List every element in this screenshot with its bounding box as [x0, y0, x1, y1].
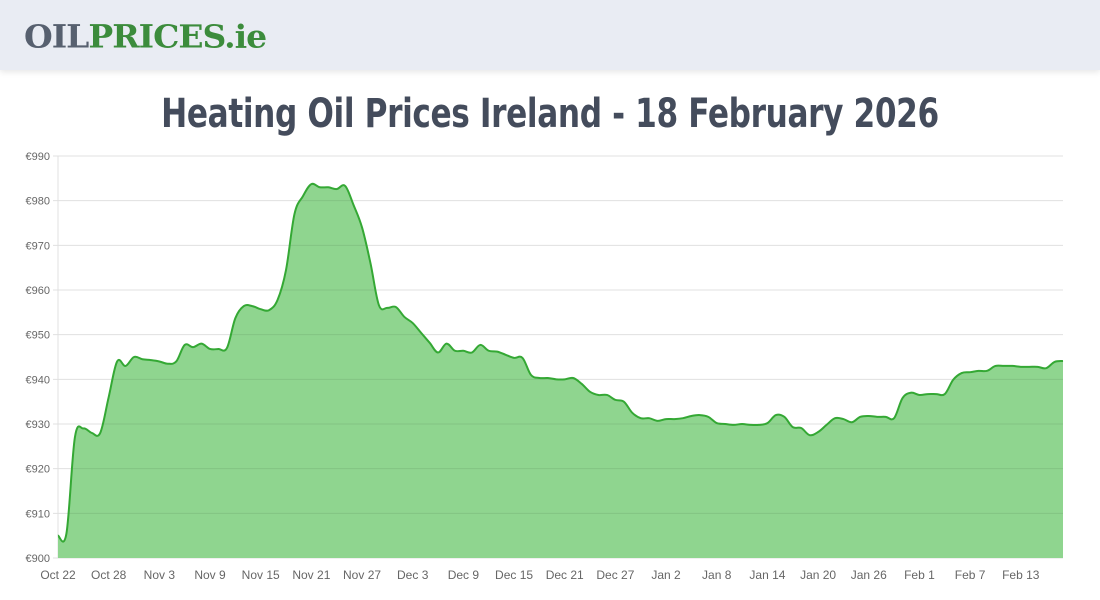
y-tick-label: €910 — [26, 508, 50, 520]
site-logo[interactable]: OILPRICES.ie — [24, 18, 267, 56]
x-tick-label: Jan 14 — [749, 568, 785, 582]
y-tick-label: €970 — [26, 240, 50, 252]
x-tick-label: Dec 21 — [546, 568, 584, 582]
x-tick-label: Nov 27 — [343, 568, 381, 582]
x-tick-label: Jan 20 — [800, 568, 836, 582]
price-area-fill — [58, 183, 1063, 559]
page-title: Heating Oil Prices Ireland - 18 February… — [161, 91, 939, 137]
y-tick-label: €930 — [26, 419, 50, 431]
y-tick-label: €940 — [26, 374, 50, 386]
x-tick-label: Dec 9 — [448, 568, 480, 582]
x-tick-label: Feb 13 — [1002, 568, 1040, 582]
x-tick-label: Dec 27 — [596, 568, 634, 582]
x-tick-label: Nov 9 — [194, 568, 226, 582]
logo-oil-text: OIL — [24, 18, 89, 56]
x-tick-label: Oct 28 — [91, 568, 127, 582]
x-axis: Oct 22 Oct 28 Nov 3 Nov 9 Nov 15 Nov 21 Nov 27… — [40, 568, 1039, 582]
y-axis: €900 €910 €920 €930 €940 €950 €960 €970 €980 €990 — [26, 151, 50, 565]
site-header: OILPRICES.ie — [0, 0, 1100, 70]
logo-prices-text: PRICES.ie — [88, 18, 267, 56]
x-tick-label: Jan 2 — [651, 568, 681, 582]
x-tick-label: Jan 26 — [851, 568, 887, 582]
x-tick-label: Nov 15 — [242, 568, 280, 582]
y-tick-label: €960 — [26, 285, 50, 297]
y-tick-label: €990 — [26, 151, 50, 163]
x-tick-label: Dec 3 — [397, 568, 429, 582]
x-tick-label: Nov 3 — [144, 568, 176, 582]
x-tick-label: Nov 21 — [292, 568, 330, 582]
y-tick-label: €950 — [26, 330, 50, 342]
y-tick-label: €900 — [26, 553, 50, 565]
x-tick-label: Feb 7 — [955, 568, 986, 582]
x-tick-label: Feb 1 — [904, 568, 935, 582]
x-tick-label: Oct 22 — [40, 568, 76, 582]
y-tick-label: €980 — [26, 196, 50, 208]
price-line — [57, 182, 1064, 543]
x-tick-label: Dec 15 — [495, 568, 533, 582]
x-tick-label: Jan 8 — [702, 568, 732, 582]
y-tick-label: €920 — [26, 464, 50, 476]
